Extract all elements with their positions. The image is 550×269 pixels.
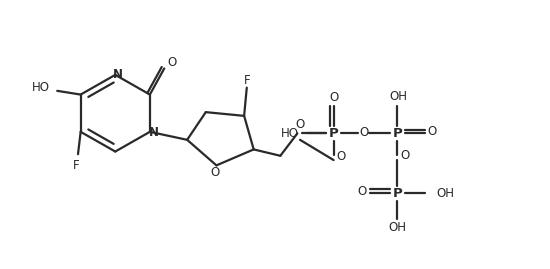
Text: N: N: [113, 68, 123, 81]
Text: O: O: [210, 166, 219, 179]
Text: OH: OH: [388, 221, 406, 234]
Text: P: P: [393, 127, 403, 140]
Text: O: O: [358, 185, 367, 198]
Text: O: O: [359, 126, 369, 139]
Text: O: O: [329, 91, 338, 104]
Text: N: N: [149, 126, 159, 139]
Text: O: O: [400, 149, 410, 162]
Text: O: O: [168, 56, 177, 69]
Text: HO: HO: [280, 127, 299, 140]
Text: OH: OH: [437, 187, 455, 200]
Text: P: P: [393, 187, 403, 200]
Text: O: O: [427, 125, 437, 138]
Text: HO: HO: [32, 81, 50, 94]
Text: O: O: [337, 150, 345, 163]
Text: O: O: [295, 118, 305, 132]
Text: F: F: [73, 160, 80, 172]
Text: P: P: [329, 127, 338, 140]
Text: F: F: [244, 74, 250, 87]
Text: OH: OH: [389, 90, 408, 103]
